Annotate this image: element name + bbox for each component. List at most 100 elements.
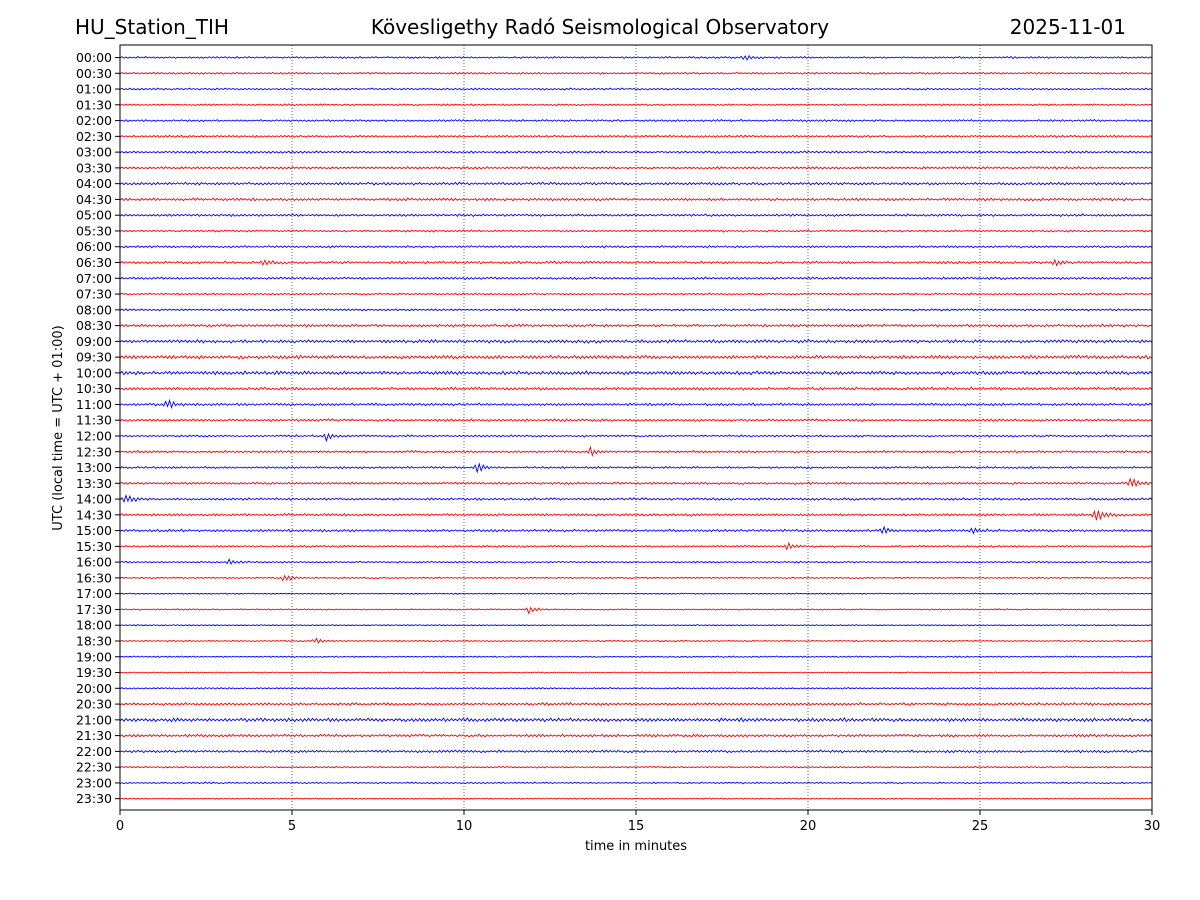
trace-0030 <box>119 71 1153 75</box>
traces <box>119 54 1153 800</box>
y-tick-label: 18:00 <box>76 618 112 633</box>
y-axis-label: UTC (local time = UTC + 01:00) <box>51 325 66 530</box>
trace-1130 <box>119 418 1153 423</box>
trace-2230 <box>119 765 1153 769</box>
y-tick-label: 21:30 <box>76 728 112 743</box>
trace-0500 <box>119 213 1153 218</box>
trace-2300 <box>119 781 1153 785</box>
y-tick-label: 01:30 <box>76 97 112 112</box>
y-tick-label: 05:00 <box>76 208 112 223</box>
trace-1800 <box>119 623 1153 627</box>
y-tick-label: 00:00 <box>76 50 112 65</box>
chart-date: 2025-11-01 <box>1009 15 1126 39</box>
trace-2130 <box>119 733 1153 738</box>
y-tick-label: 06:00 <box>76 239 112 254</box>
trace-0400 <box>119 181 1153 186</box>
trace-0630 <box>119 258 1153 267</box>
y-tick-label: 00:30 <box>76 66 112 81</box>
trace-0600 <box>119 244 1153 249</box>
y-tick-label: 13:00 <box>76 460 112 475</box>
y-tick-label: 10:30 <box>76 381 112 396</box>
trace-0130 <box>119 103 1153 107</box>
x-tick-label: 15 <box>628 819 645 834</box>
grid-lines <box>291 45 981 810</box>
y-tick-label: 07:00 <box>76 271 112 286</box>
y-tick-label: 23:00 <box>76 775 112 790</box>
y-tick-label: 19:30 <box>76 665 112 680</box>
y-tick-label: 14:30 <box>76 507 112 522</box>
trace-0330 <box>119 165 1153 170</box>
trace-0930 <box>119 354 1153 360</box>
trace-2000 <box>119 686 1153 690</box>
trace-0430 <box>119 197 1153 202</box>
trace-0300 <box>119 150 1153 155</box>
y-tick-label: 03:30 <box>76 160 112 175</box>
x-tick-label: 25 <box>972 819 989 834</box>
trace-1630 <box>119 574 1153 582</box>
y-tick-label: 17:00 <box>76 586 112 601</box>
y-tick-label: 02:30 <box>76 129 112 144</box>
trace-1730 <box>119 606 1153 615</box>
y-tick-label: 12:30 <box>76 444 112 459</box>
trace-1300 <box>119 462 1153 474</box>
trace-1600 <box>119 558 1153 565</box>
x-axis: 0 5 10 15 20 25 30 <box>116 810 1160 834</box>
y-tick-label: 04:30 <box>76 192 112 207</box>
trace-0200 <box>119 118 1153 123</box>
y-tick-label: 11:00 <box>76 397 112 412</box>
trace-1230 <box>119 445 1153 458</box>
station-name: HU_Station_TIH <box>75 15 229 39</box>
trace-0700 <box>119 276 1153 281</box>
y-tick-label: 07:30 <box>76 287 112 302</box>
y-tick-label: 23:30 <box>76 791 112 806</box>
y-tick-label: 16:30 <box>76 570 112 585</box>
y-tick-label: 03:00 <box>76 145 112 160</box>
x-tick-label: 5 <box>288 819 296 834</box>
y-tick-label: 18:30 <box>76 633 112 648</box>
y-tick-label: 08:00 <box>76 302 112 317</box>
y-tick-label: 20:30 <box>76 697 112 712</box>
trace-1100 <box>119 398 1153 409</box>
trace-2030 <box>119 701 1153 707</box>
y-axis: 00:0000:3001:0001:3002:0002:3003:0003:30… <box>76 50 120 806</box>
x-tick-label: 30 <box>1144 819 1161 834</box>
trace-0900 <box>119 338 1153 344</box>
y-tick-label: 20:00 <box>76 681 112 696</box>
y-tick-label: 19:00 <box>76 649 112 664</box>
trace-1530 <box>119 541 1153 551</box>
x-tick-label: 0 <box>116 819 124 834</box>
trace-1930 <box>119 671 1153 674</box>
trace-1500 <box>119 525 1153 535</box>
trace-0000 <box>119 54 1153 61</box>
y-tick-label: 09:00 <box>76 334 112 349</box>
trace-1330 <box>119 477 1153 488</box>
y-tick-label: 14:00 <box>76 492 112 507</box>
trace-1200 <box>119 432 1153 443</box>
trace-1900 <box>119 655 1153 659</box>
x-tick-label: 20 <box>800 819 817 834</box>
chart-title: Kövesligethy Radó Seismological Observat… <box>370 15 830 39</box>
y-tick-label: 12:00 <box>76 428 112 443</box>
y-tick-label: 17:30 <box>76 602 112 617</box>
y-tick-label: 04:00 <box>76 176 112 191</box>
y-tick-label: 05:30 <box>76 223 112 238</box>
trace-1830 <box>119 637 1153 645</box>
y-tick-label: 22:30 <box>76 760 112 775</box>
trace-0530 <box>119 229 1153 233</box>
y-tick-label: 06:30 <box>76 255 112 270</box>
trace-1700 <box>119 592 1153 595</box>
trace-0100 <box>119 87 1153 91</box>
y-tick-label: 16:00 <box>76 555 112 570</box>
y-tick-label: 15:00 <box>76 523 112 538</box>
x-axis-label: time in minutes <box>585 839 687 854</box>
trace-0830 <box>119 323 1153 328</box>
trace-0230 <box>119 134 1153 139</box>
trace-0800 <box>119 308 1153 312</box>
y-tick-label: 02:00 <box>76 113 112 128</box>
y-tick-label: 11:30 <box>76 413 112 428</box>
y-tick-label: 13:30 <box>76 476 112 491</box>
trace-2330 <box>119 797 1153 800</box>
y-tick-label: 10:00 <box>76 365 112 380</box>
y-tick-label: 09:30 <box>76 350 112 365</box>
y-tick-label: 22:00 <box>76 744 112 759</box>
